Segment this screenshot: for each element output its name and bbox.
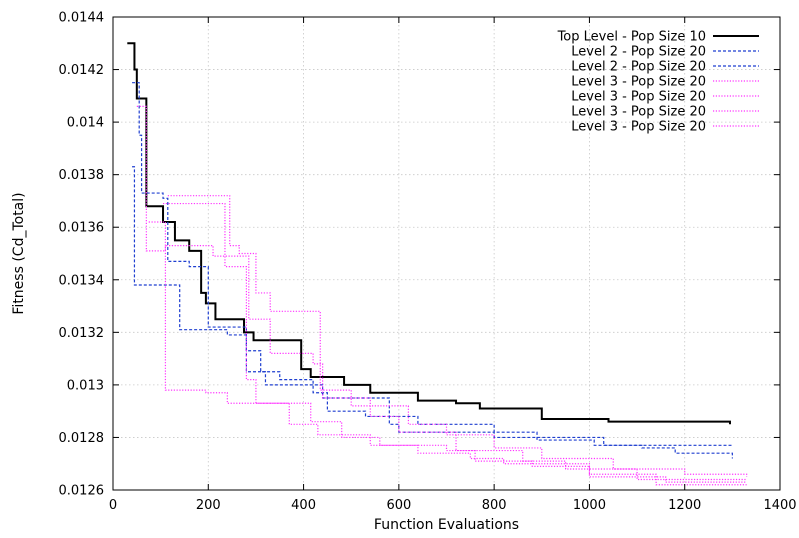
x-tick-label: 1000 <box>573 498 606 513</box>
y-tick-label: 0.0136 <box>59 221 105 236</box>
series-line-4 <box>148 221 747 486</box>
legend-label: Level 2 - Pop Size 20 <box>571 60 706 75</box>
legend-label: Level 2 - Pop Size 20 <box>571 45 706 60</box>
y-tick-label: 0.0134 <box>59 273 105 288</box>
y-tick-label: 0.0138 <box>59 168 105 183</box>
y-tick-label: 0.0132 <box>59 326 105 341</box>
series-line-1 <box>127 42 731 425</box>
y-tick-label: 0.0144 <box>59 11 105 26</box>
series-line-6 <box>163 202 747 483</box>
y-tick-label: 0.0126 <box>59 484 105 499</box>
y-tick-label: 0.014 <box>67 116 104 131</box>
legend-label: Level 3 - Pop Size 20 <box>571 75 706 90</box>
series-line-2 <box>132 166 733 446</box>
y-tick-label: 0.013 <box>67 378 104 393</box>
series-line-3 <box>132 82 733 459</box>
x-tick-label: 0 <box>109 498 117 513</box>
x-tick-label: 800 <box>482 498 507 513</box>
x-tick-label: 400 <box>291 498 316 513</box>
grid <box>113 17 780 490</box>
y-tick-label: 0.0142 <box>59 63 105 78</box>
y-axis-label: Fitness (Cd_Total) <box>11 192 27 314</box>
legend-label: Level 3 - Pop Size 20 <box>571 90 706 105</box>
series-lines <box>127 42 748 486</box>
legend-label: Top Level - Pop Size 10 <box>557 30 706 45</box>
x-tick-label: 200 <box>196 498 221 513</box>
x-tick-label: 1200 <box>668 498 701 513</box>
legend-label: Level 3 - Pop Size 20 <box>571 105 706 120</box>
axis-ticks: 0 200 400 600 800 1000 1200 1400 0.0126 0.0128 0.0… <box>59 11 797 514</box>
legend-label: Level 3 - Pop Size 20 <box>571 120 706 135</box>
series-line-7 <box>167 195 748 477</box>
x-tick-label: 1400 <box>763 498 796 513</box>
x-tick-label: 600 <box>386 498 411 513</box>
x-axis-label: Function Evaluations <box>374 517 519 533</box>
plot-frame <box>112 16 781 491</box>
y-tick-label: 0.0128 <box>59 431 105 446</box>
series-line-5 <box>136 105 747 481</box>
